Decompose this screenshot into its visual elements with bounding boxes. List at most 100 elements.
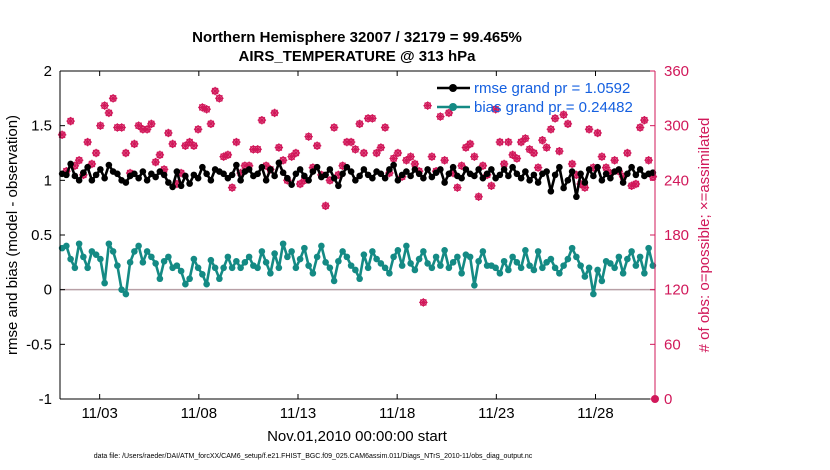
chart-title-line2: AIRS_TEMPERATURE @ 313 hPa xyxy=(239,48,477,65)
bias-point xyxy=(63,242,70,250)
rmse-point xyxy=(581,179,589,186)
rmse-point xyxy=(177,182,185,190)
rmse-point xyxy=(97,166,104,173)
bias-point xyxy=(534,248,542,255)
rmse-point xyxy=(381,174,389,182)
bias-point xyxy=(156,275,164,283)
obs-count-point xyxy=(274,143,284,152)
bias-point xyxy=(241,259,249,266)
obs-count-point xyxy=(147,119,156,129)
obs-count-point xyxy=(83,137,92,147)
bias-point xyxy=(143,248,151,255)
obs-count-point xyxy=(215,94,224,103)
rmse-point xyxy=(530,171,538,179)
rmse-point xyxy=(322,171,329,179)
obs-count-point xyxy=(465,139,475,149)
obs-count-point xyxy=(202,105,211,114)
rmse-point xyxy=(407,172,414,180)
bias-point xyxy=(568,244,576,252)
bias-point xyxy=(190,255,198,263)
bias-point xyxy=(216,275,223,283)
rmse-point xyxy=(551,171,559,179)
bias-point xyxy=(445,264,453,272)
rmse-point xyxy=(607,174,614,182)
bias-point xyxy=(551,264,559,272)
bias-point xyxy=(211,264,219,272)
bias-point xyxy=(581,273,589,280)
rmse-point xyxy=(394,177,402,184)
bias-point xyxy=(109,248,117,255)
rmse-point xyxy=(131,170,138,178)
bias-point xyxy=(139,259,147,266)
bias-point xyxy=(335,257,342,265)
plot-area xyxy=(60,71,655,399)
bias-point xyxy=(394,247,402,254)
bias-point xyxy=(313,253,321,261)
bias-point xyxy=(126,259,134,266)
legend-rmse-marker xyxy=(449,84,457,92)
rmse-point xyxy=(301,172,308,180)
rmse-point xyxy=(228,171,236,179)
rmse-point xyxy=(415,170,423,178)
rmse-series xyxy=(58,159,657,201)
bias-point xyxy=(645,244,652,252)
x-tick-label: 11/13 xyxy=(280,405,316,422)
obs-count-point xyxy=(533,163,543,172)
bias-point xyxy=(390,253,397,261)
rmse-point xyxy=(339,170,346,178)
obs-count-point xyxy=(189,141,199,150)
bias-point xyxy=(105,240,113,248)
y-right-axis-label: # of obs: o=possible; ×=assimilated xyxy=(696,118,713,353)
bias-point xyxy=(386,269,393,277)
bias-point xyxy=(594,266,601,274)
rmse-point xyxy=(258,163,266,171)
bias-point xyxy=(420,248,427,255)
bias-point xyxy=(148,253,155,261)
bias-point xyxy=(224,253,232,261)
bias-point xyxy=(560,262,567,269)
obs-count-point xyxy=(206,119,216,129)
rmse-point xyxy=(496,171,504,179)
obs-count-point xyxy=(100,101,109,110)
rmse-point xyxy=(509,163,516,171)
rmse-point xyxy=(479,174,487,182)
rmse-point xyxy=(347,168,355,175)
obs-count-point xyxy=(291,148,301,158)
bias-point xyxy=(496,269,504,277)
rmse-point xyxy=(84,163,91,171)
bias-point xyxy=(347,262,355,269)
rmse-point xyxy=(122,179,130,186)
rmse-point xyxy=(284,174,291,182)
rmse-point xyxy=(267,166,274,173)
bias-point xyxy=(585,264,593,272)
obs-count-point xyxy=(351,145,360,154)
obs-count-point xyxy=(567,159,577,169)
rmse-point xyxy=(590,172,597,180)
rmse-point xyxy=(573,193,580,201)
bias-point xyxy=(539,264,546,272)
legend-bias-marker xyxy=(449,103,457,111)
obs-count-point xyxy=(164,128,173,138)
obs-count-point xyxy=(631,179,641,189)
obs-count-point xyxy=(635,123,645,132)
bias-point xyxy=(432,253,440,261)
rmse-point xyxy=(169,183,176,191)
obs-count-point xyxy=(66,116,75,126)
bias-point xyxy=(84,264,91,272)
obs-count-point xyxy=(346,137,356,147)
rmse-point xyxy=(101,174,108,182)
bias-point xyxy=(194,264,202,272)
rmse-point xyxy=(522,168,529,175)
rmse-point xyxy=(305,177,312,184)
rmse-point xyxy=(602,170,610,178)
rmse-point xyxy=(568,168,576,175)
rmse-point xyxy=(534,179,542,186)
obs-count-point xyxy=(453,183,462,192)
bias-point xyxy=(343,253,351,261)
obs-count-point xyxy=(329,123,339,132)
y-left-axis-ticks: -1 -0.5 0 0.5 1 1.5 2 xyxy=(26,63,65,408)
rmse-point xyxy=(377,170,385,178)
rmse-point xyxy=(500,166,508,173)
obs-count-point xyxy=(538,136,547,145)
bias-point xyxy=(373,255,380,263)
